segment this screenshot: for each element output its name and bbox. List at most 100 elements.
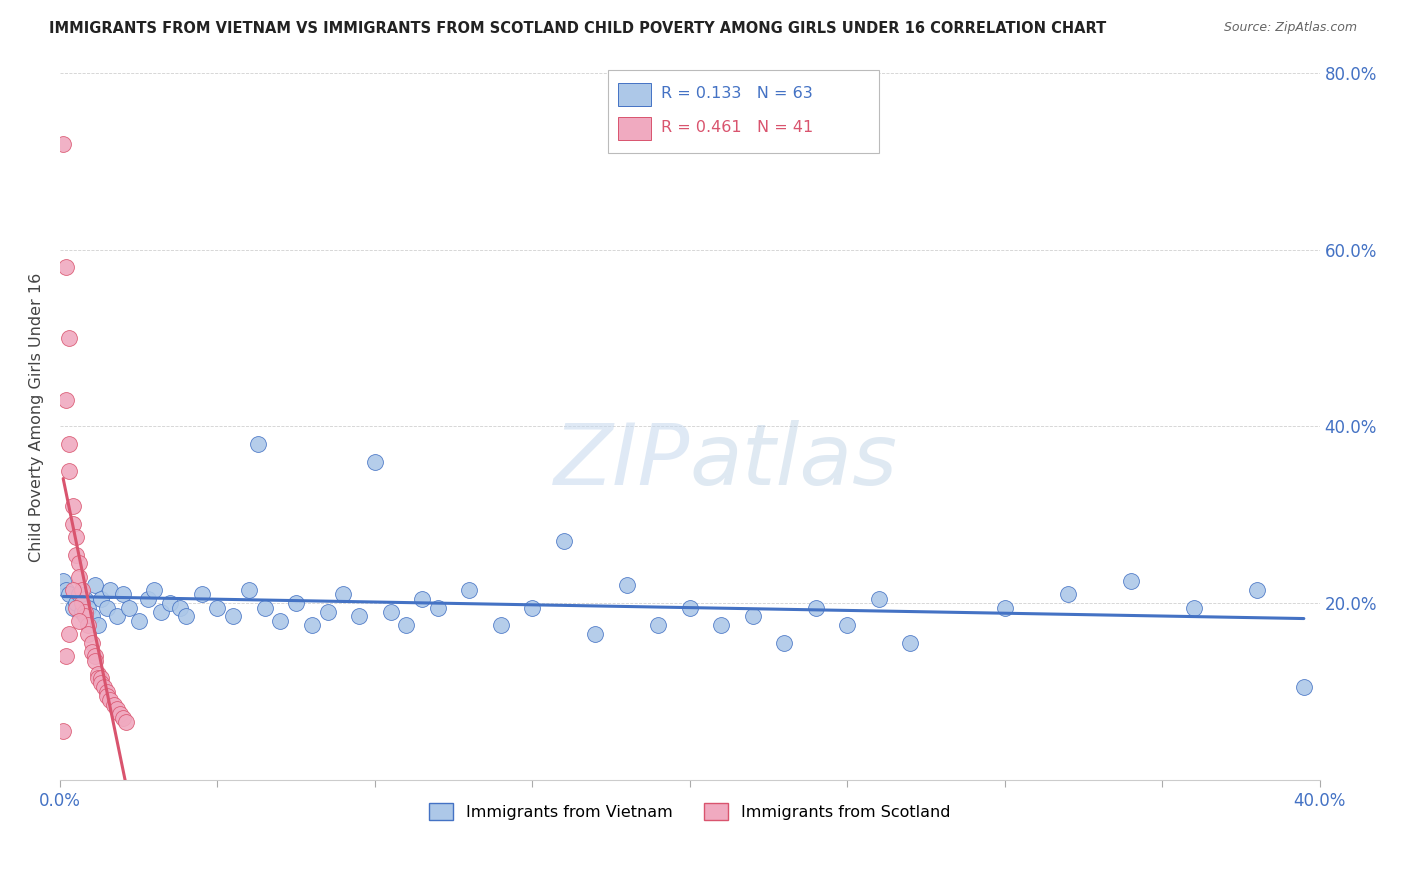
Point — [426, 600, 449, 615]
Text: IMMIGRANTS FROM VIETNAM VS IMMIGRANTS FROM SCOTLAND CHILD POVERTY AMONG GIRLS UN: IMMIGRANTS FROM VIETNAM VS IMMIGRANTS FR… — [49, 21, 1107, 36]
Point — [105, 702, 128, 716]
Point — [773, 636, 796, 650]
Point — [898, 636, 921, 650]
Point — [364, 455, 387, 469]
Point — [159, 596, 181, 610]
Point — [741, 609, 763, 624]
Text: ZIP: ZIP — [554, 419, 690, 502]
Y-axis label: Child Poverty Among Girls Under 16: Child Poverty Among Girls Under 16 — [30, 273, 44, 562]
Point — [128, 614, 150, 628]
Bar — [619, 83, 651, 106]
Point — [100, 693, 122, 707]
Point — [1119, 574, 1142, 588]
Point — [238, 582, 260, 597]
Point — [62, 600, 84, 615]
Point — [52, 724, 75, 739]
Point — [411, 591, 433, 606]
Point — [55, 649, 77, 664]
Text: R = 0.133   N = 63: R = 0.133 N = 63 — [661, 86, 813, 101]
Point — [100, 582, 122, 597]
Point — [380, 605, 402, 619]
Point — [169, 600, 191, 615]
Point — [75, 605, 97, 619]
Point — [1246, 582, 1268, 597]
Point — [710, 618, 733, 632]
Point — [1182, 600, 1205, 615]
Point — [136, 591, 159, 606]
Point — [149, 605, 172, 619]
Point — [105, 609, 128, 624]
FancyBboxPatch shape — [607, 70, 879, 153]
Point — [190, 587, 212, 601]
Point — [65, 596, 87, 610]
Point — [80, 609, 103, 624]
Point — [93, 680, 115, 694]
Point — [70, 582, 93, 597]
Point — [70, 596, 93, 610]
Point — [58, 627, 80, 641]
Point — [994, 600, 1017, 615]
Point — [111, 587, 134, 601]
Point — [1292, 680, 1315, 694]
Point — [90, 671, 112, 685]
Point — [58, 437, 80, 451]
Point — [347, 609, 370, 624]
Point — [58, 331, 80, 345]
Point — [58, 464, 80, 478]
Point — [80, 636, 103, 650]
Point — [207, 600, 229, 615]
Point — [96, 684, 118, 698]
Point — [67, 587, 90, 601]
Point — [65, 530, 87, 544]
Point — [90, 591, 112, 606]
Point — [55, 582, 77, 597]
Point — [837, 618, 859, 632]
Point — [62, 516, 84, 531]
Point — [174, 609, 197, 624]
Point — [115, 715, 138, 730]
Point — [301, 618, 323, 632]
Point — [247, 437, 270, 451]
Point — [65, 548, 87, 562]
Point — [87, 618, 110, 632]
Text: Source: ZipAtlas.com: Source: ZipAtlas.com — [1223, 21, 1357, 34]
Point — [67, 557, 90, 571]
Point — [67, 569, 90, 583]
Point — [96, 689, 118, 703]
Point — [87, 666, 110, 681]
Point — [285, 596, 308, 610]
Point — [332, 587, 354, 601]
Point — [75, 609, 97, 624]
Point — [222, 609, 245, 624]
Point — [96, 600, 118, 615]
Point — [52, 574, 75, 588]
Point — [67, 614, 90, 628]
Point — [90, 675, 112, 690]
Point — [253, 600, 276, 615]
Point — [62, 499, 84, 513]
Point — [111, 711, 134, 725]
Point — [395, 618, 418, 632]
Point — [83, 649, 105, 664]
Point — [489, 618, 512, 632]
Point — [616, 578, 638, 592]
Point — [553, 534, 575, 549]
Point — [55, 260, 77, 275]
Bar — [619, 117, 651, 140]
Point — [77, 627, 100, 641]
Point — [80, 645, 103, 659]
Point — [65, 600, 87, 615]
Point — [52, 136, 75, 151]
Legend: Immigrants from Vietnam, Immigrants from Scotland: Immigrants from Vietnam, Immigrants from… — [423, 797, 957, 826]
Point — [583, 627, 606, 641]
Point — [522, 600, 544, 615]
Point — [804, 600, 827, 615]
Text: atlas: atlas — [690, 419, 898, 502]
Point — [316, 605, 339, 619]
Point — [58, 587, 80, 601]
Point — [868, 591, 890, 606]
Point — [118, 600, 141, 615]
Point — [1056, 587, 1078, 601]
Point — [77, 600, 100, 615]
Point — [679, 600, 702, 615]
